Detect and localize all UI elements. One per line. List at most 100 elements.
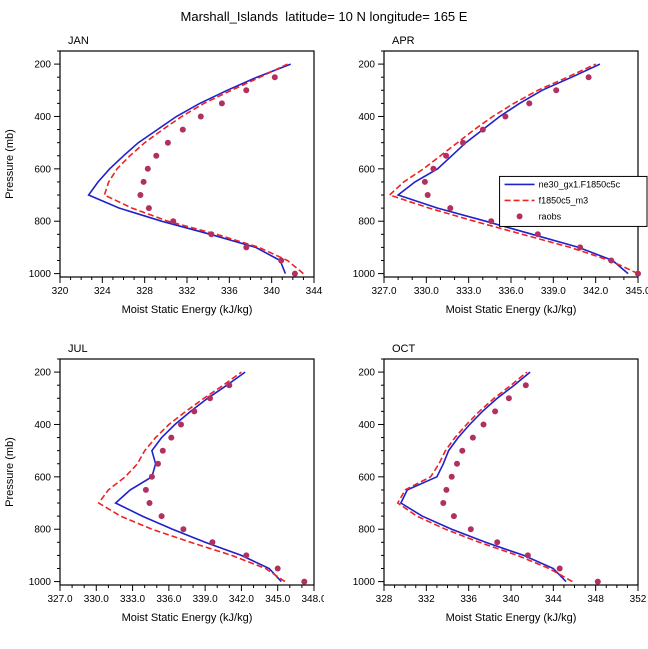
x-tick-label: 336.0 xyxy=(156,594,181,605)
legend-dot-sample xyxy=(516,213,523,220)
y-tick-label: 1000 xyxy=(353,269,376,280)
legend-label: f1850c5_m3 xyxy=(539,195,589,205)
y-tick-label: 200 xyxy=(34,60,51,71)
x-tick-label: 344 xyxy=(306,286,323,297)
model-line-dashed xyxy=(97,371,286,583)
model-line-solid xyxy=(114,371,282,583)
model-line-dashed xyxy=(103,63,304,275)
panel-title: JUL xyxy=(68,343,88,355)
y-tick-label: 200 xyxy=(358,368,375,379)
raobs-dot xyxy=(430,165,437,172)
x-tick-label: 348.0 xyxy=(301,594,324,605)
raobs-dot xyxy=(421,178,428,185)
x-tick-label: 328 xyxy=(136,286,153,297)
x-tick-label: 332 xyxy=(418,594,435,605)
raobs-dot xyxy=(522,382,529,389)
y-tick-label: 600 xyxy=(34,472,51,483)
raobs-dot xyxy=(274,565,281,572)
raobs-dot xyxy=(191,408,198,415)
raobs-dot xyxy=(494,539,501,546)
raobs-dot xyxy=(635,270,641,277)
raobs-dot xyxy=(145,205,152,212)
raobs-dot xyxy=(526,100,533,107)
panel-title: OCT xyxy=(392,343,416,355)
raobs-dot xyxy=(158,513,165,520)
y-tick-label: 400 xyxy=(358,112,375,123)
x-tick-label: 336 xyxy=(460,594,477,605)
x-tick-label: 332 xyxy=(179,286,196,297)
y-tick-label: 800 xyxy=(34,525,51,536)
model-line-dashed xyxy=(388,63,639,275)
raobs-dot xyxy=(450,513,457,520)
raobs-dot xyxy=(243,244,250,251)
y-tick-label: 800 xyxy=(34,217,51,228)
x-axis-label: Moist Static Energy (kJ/kg) xyxy=(446,612,577,624)
raobs-dot xyxy=(534,231,541,238)
raobs-dot xyxy=(505,395,512,402)
y-tick-label: 600 xyxy=(358,472,375,483)
y-axis-label: Pressure (mb) xyxy=(4,129,16,199)
raobs-dot xyxy=(207,395,213,402)
y-axis-label: Pressure (mb) xyxy=(4,437,16,507)
x-tick-label: 345.0 xyxy=(265,594,290,605)
raobs-dot xyxy=(137,192,144,198)
x-tick-label: 339.0 xyxy=(193,594,218,605)
model-line-dashed xyxy=(396,371,573,583)
raobs-dot xyxy=(180,526,187,533)
raobs-dot xyxy=(271,74,278,81)
x-tick-label: 327.0 xyxy=(371,286,396,297)
raobs-dot xyxy=(146,500,153,506)
panel-jul-chart: 327.0 330.0 333.0 336.0 339.0 342.0 345.0 348.0… xyxy=(4,343,324,624)
raobs-dot xyxy=(226,382,233,389)
raobs-dot xyxy=(443,152,450,159)
x-axis-label: Moist Static Energy (kJ/kg) xyxy=(446,304,577,316)
raobs-dot xyxy=(170,218,177,225)
raobs-dot xyxy=(594,578,601,585)
raobs-dot xyxy=(218,100,225,107)
model-line-solid xyxy=(87,63,291,274)
raobs-dot xyxy=(480,421,487,428)
raobs-dot xyxy=(460,139,466,146)
x-tick-label: 330.0 xyxy=(84,594,109,605)
x-tick-label: 340 xyxy=(503,594,520,605)
raobs-dot xyxy=(447,205,454,212)
panel-oct-chart: 328 332 336 340 344 348 352 200 400 600 800 1000 OCT… xyxy=(353,343,647,624)
x-tick-label: 327.0 xyxy=(47,594,72,605)
x-tick-label: 333.0 xyxy=(456,286,481,297)
y-tick-label: 1000 xyxy=(29,269,52,280)
x-tick-label: 336.0 xyxy=(498,286,523,297)
raobs-dot xyxy=(148,473,155,480)
x-tick-label: 324 xyxy=(94,286,111,297)
raobs-dot xyxy=(454,460,460,467)
raobs-dot xyxy=(524,552,531,559)
x-tick-label: 330.0 xyxy=(414,286,439,297)
x-tick-label: 344 xyxy=(545,594,562,605)
raobs-dot xyxy=(178,421,184,428)
y-tick-label: 800 xyxy=(358,525,375,536)
raobs-dot xyxy=(488,218,495,225)
raobs-dot xyxy=(155,460,161,467)
raobs-dot xyxy=(443,486,450,493)
y-tick-label: 600 xyxy=(358,164,375,175)
panel-jan-chart: 320 324 328 332 336 340 344 200 400 600 800 1000 JAN… xyxy=(4,35,323,316)
raobs-dot xyxy=(301,578,308,585)
y-tick-label: 400 xyxy=(34,420,51,431)
raobs-dot xyxy=(209,539,216,546)
raobs-dot xyxy=(164,139,171,146)
y-tick-label: 400 xyxy=(34,112,51,123)
x-tick-label: 352 xyxy=(630,594,647,605)
raobs-dot xyxy=(577,244,584,251)
raobs-dot xyxy=(492,408,499,415)
raobs-dot xyxy=(278,257,285,264)
x-tick-label: 345.0 xyxy=(625,286,648,297)
raobs-dot xyxy=(459,447,466,454)
x-tick-label: 340 xyxy=(263,286,280,297)
y-tick-label: 600 xyxy=(34,164,51,175)
x-tick-label: 342.0 xyxy=(583,286,608,297)
panel-apr-chart: 327.0 330.0 333.0 336.0 339.0 342.0 345.0 200 40… xyxy=(353,35,648,316)
x-axis-label: Moist Static Energy (kJ/kg) xyxy=(122,612,253,624)
raobs-dot xyxy=(479,126,486,133)
raobs-dot xyxy=(424,192,431,198)
panel-title: JAN xyxy=(68,35,89,47)
model-line-solid xyxy=(396,63,629,275)
